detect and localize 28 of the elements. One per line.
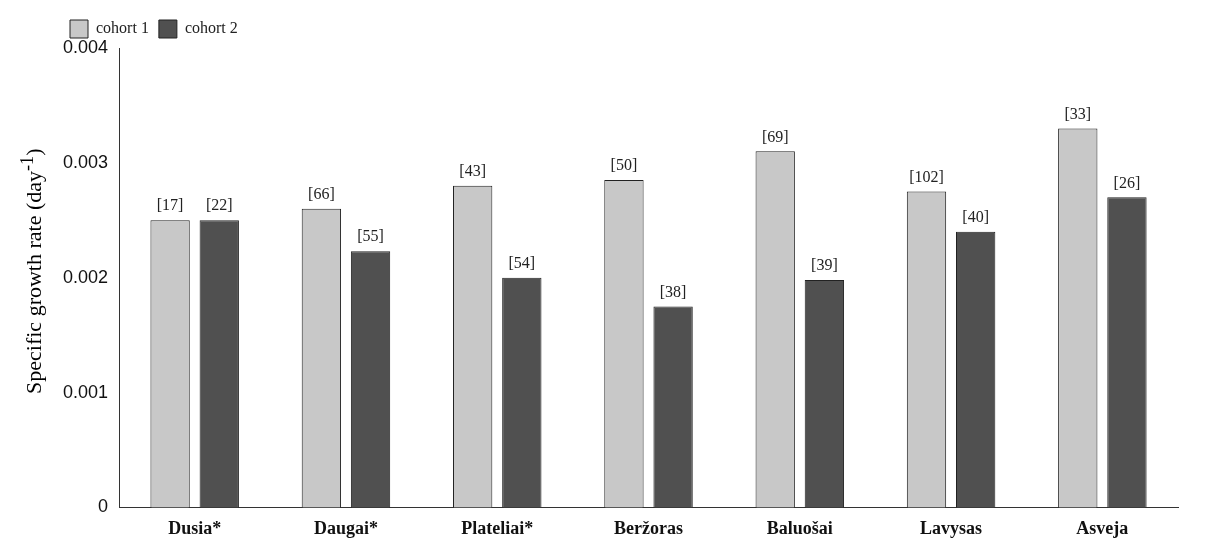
annotation: [54] bbox=[508, 253, 536, 271]
annotation: [26] bbox=[1113, 173, 1141, 191]
annotation: [33] bbox=[1064, 104, 1092, 122]
x-tick-label: Beržoras bbox=[614, 517, 684, 538]
y-tick-label: 0.004 bbox=[63, 36, 109, 57]
x-tick-label: Asveja bbox=[1076, 517, 1129, 538]
y-tick-label: 0.003 bbox=[63, 151, 109, 172]
y-tick-label: 0 bbox=[98, 496, 109, 517]
legend-label: cohort 2 bbox=[184, 19, 238, 37]
x-tick-label: Daugai* bbox=[313, 517, 378, 538]
x-tick-label: Dusia* bbox=[168, 517, 222, 538]
annotation: [17] bbox=[156, 196, 184, 214]
annotation: [66] bbox=[308, 184, 335, 202]
annotation: [39] bbox=[811, 256, 838, 274]
y-tick-label: 0.001 bbox=[63, 381, 109, 402]
annotation: [40] bbox=[962, 207, 989, 225]
annotation: [38] bbox=[659, 282, 687, 300]
x-tick-label: Baluošai bbox=[766, 517, 833, 538]
y-tick-label: 0.002 bbox=[63, 266, 109, 287]
annotation: [102] bbox=[909, 167, 944, 185]
legend-label: cohort 1 bbox=[96, 19, 149, 37]
annotation: [69] bbox=[761, 127, 789, 145]
annotation: [50] bbox=[610, 156, 638, 174]
x-tick-label: Plateliai* bbox=[461, 517, 534, 538]
annotation: [55] bbox=[357, 227, 384, 245]
annotation: [22] bbox=[205, 196, 233, 214]
annotation: [43] bbox=[459, 162, 486, 180]
x-tick-label: Lavysas bbox=[920, 517, 983, 538]
